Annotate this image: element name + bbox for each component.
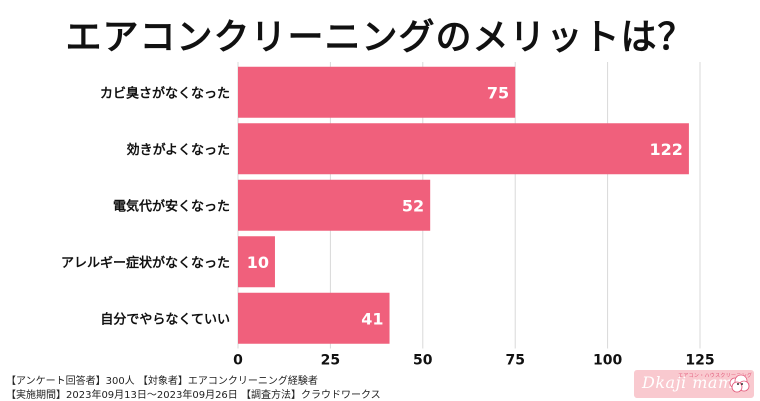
category-label: 自分でやらなくていい [100,311,230,327]
x-tick-label: 25 [321,353,340,369]
survey-info-period: 【実施期間】2023年09月13日～2023年09月26日 【調査方法】クラウド… [6,390,381,401]
brand-logo: エアコン・ハウスクリーニング Dkaji mama [634,370,754,398]
category-label: カビ臭さがなくなった [100,85,230,101]
logo-text: Dkaji mama [642,373,744,392]
bar [238,179,431,231]
x-tick-label: 0 [233,353,243,369]
survey-info-respondents: 【アンケート回答者】300人 【対象者】エアコンクリーニング経験者 [6,376,318,387]
bar [238,66,516,118]
data-label: 41 [361,309,383,328]
logo-tagline: エアコン・ハウスクリーニング [678,373,753,379]
bar [238,123,689,175]
page-title: エアコンクリーニングのメリットは？ [65,17,695,58]
data-label: 122 [650,140,683,159]
data-label: 75 [487,83,509,102]
bar [238,236,275,288]
data-label: 10 [247,253,269,272]
category-label: 効きがよくなった [127,142,230,158]
data-label: 52 [402,196,424,215]
x-tick-label: 125 [685,353,714,369]
x-tick-label: 50 [413,353,433,369]
category-label: アレルギー症状がなくなった [61,255,230,271]
cloud-mascot-icon [729,374,750,393]
x-tick-label: 100 [593,353,622,369]
category-label: 電気代が安くなった [113,198,230,214]
x-tick-label: 75 [505,353,524,369]
bar [238,292,390,344]
